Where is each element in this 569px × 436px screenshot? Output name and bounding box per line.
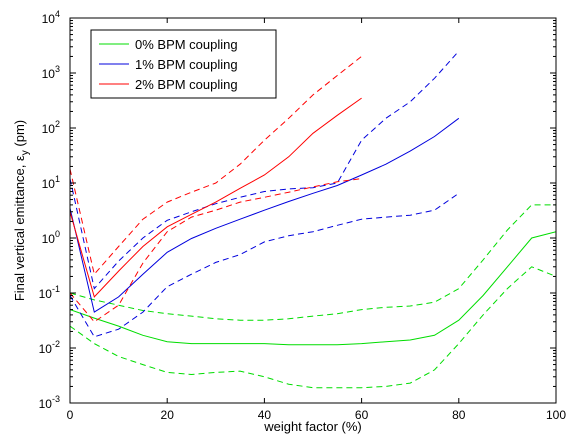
y-axis-label: Final vertical emittance, εy (pm) xyxy=(12,120,31,301)
series-1pct-bpm-coupling-lower-line xyxy=(70,192,460,338)
x-tick-label: 0 xyxy=(67,408,74,422)
x-tick-label: 100 xyxy=(546,408,566,422)
series-2pct-bpm-coupling-mean-line xyxy=(70,97,362,298)
series-0pct-bpm-coupling-mean-line xyxy=(70,231,556,346)
x-tick-label: 80 xyxy=(452,408,466,422)
x-tick-label: 60 xyxy=(355,408,369,422)
x-axis-label: weight factor (%) xyxy=(263,419,362,434)
y-tick-label: 101 xyxy=(42,174,60,191)
y-tick-label: 103 xyxy=(42,64,60,81)
x-tick-label: 40 xyxy=(258,408,272,422)
legend-entry-label: 0% BPM coupling xyxy=(135,37,238,52)
x-tick-label: 20 xyxy=(161,408,175,422)
series-2pct-bpm-coupling-upper-line xyxy=(70,56,362,276)
y-tick-label: 10-1 xyxy=(39,284,60,301)
x-axis-ticks: 0 20 40 60 80 100 xyxy=(67,18,566,422)
plot-frame xyxy=(69,17,557,404)
y-tick-label: 102 xyxy=(42,119,60,136)
series-0pct-bpm-coupling-upper-line xyxy=(70,204,556,321)
y-tick-label: 104 xyxy=(42,9,60,26)
series-1pct-bpm-coupling-upper-line xyxy=(70,50,460,290)
legend-entry-label: 1% BPM coupling xyxy=(135,57,238,72)
legend: 0% BPM coupling 1% BPM coupling 2% BPM cou… xyxy=(90,29,277,99)
y-tick-label: 10-2 xyxy=(39,339,60,356)
y-tick-label: 10-3 xyxy=(39,394,60,411)
series-1pct-bpm-coupling-mean-line xyxy=(70,117,460,313)
series-0pct-bpm-coupling-lower-line xyxy=(70,266,556,389)
series-layer xyxy=(70,50,556,389)
y-axis-ticks: 10-3 10-2 10-1 100 101 102 103 104 xyxy=(39,9,556,411)
y-tick-label: 100 xyxy=(42,229,60,246)
legend-entry-label: 2% BPM coupling xyxy=(135,77,238,92)
